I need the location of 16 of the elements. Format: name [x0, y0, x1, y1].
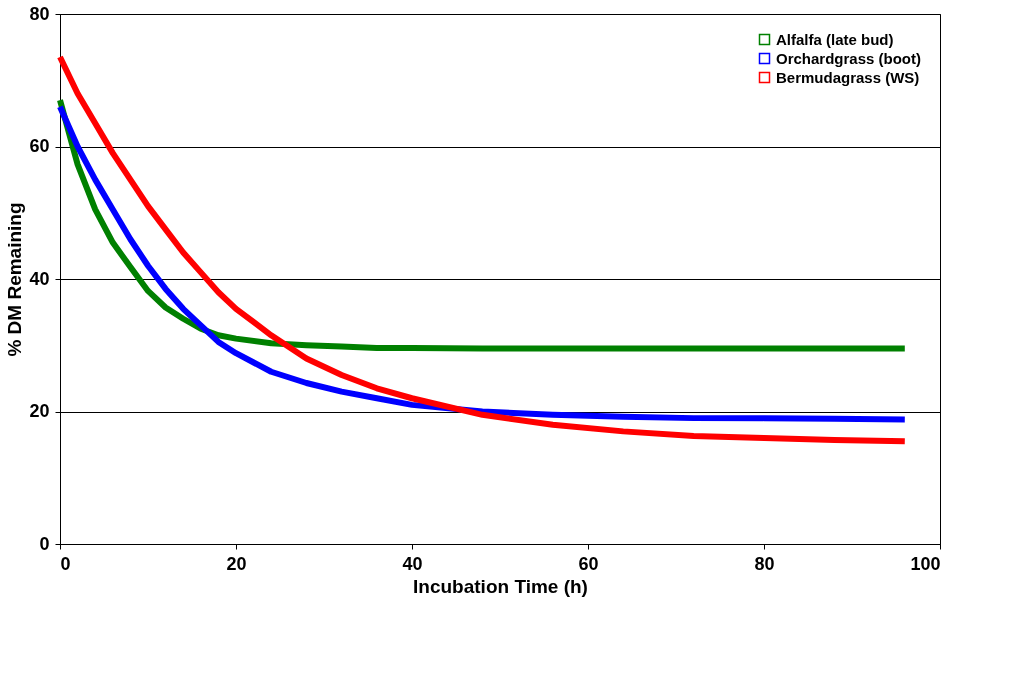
legend-label: Orchardgrass (boot) [776, 49, 922, 67]
legend-label: Bermudagrass (WS) [776, 68, 920, 86]
x-tick-label: 100 [910, 553, 941, 574]
y-tick-label: 80 [29, 3, 50, 24]
y-tick-label: 40 [29, 268, 50, 289]
y-tick-label: 20 [29, 401, 50, 421]
x-tick-label: 60 [578, 553, 599, 574]
x-axis-title: Incubation Time (h) [413, 575, 588, 597]
y-axis-title: % DM Remaining [4, 202, 26, 357]
x-tick-label: 20 [226, 553, 247, 574]
legend-label: Alfalfa (late bud) [776, 30, 894, 48]
y-tick-label: 0 [39, 533, 50, 554]
x-tick-label: 40 [402, 553, 423, 574]
x-tick-label: 80 [754, 553, 775, 574]
y-tick-label: 60 [29, 136, 50, 156]
x-tick-label: 0 [60, 553, 71, 574]
